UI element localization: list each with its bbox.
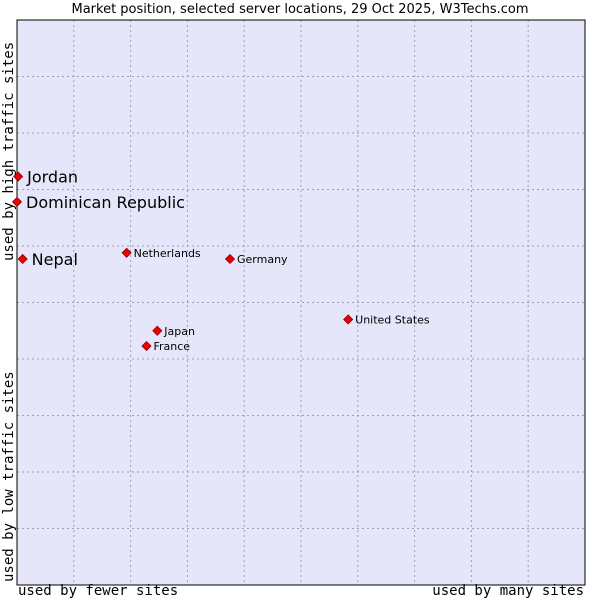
point-label: Nepal — [32, 250, 78, 269]
grid — [16, 19, 586, 586]
plot-frame — [16, 19, 586, 586]
x-axis-label-high: used by many sites — [432, 583, 584, 599]
y-axis-label-low: used by low traffic sites — [1, 371, 17, 582]
point-marker — [141, 340, 152, 352]
point-label: Netherlands — [134, 247, 201, 260]
point-label: Dominican Republic — [26, 193, 185, 212]
point-marker — [152, 325, 163, 336]
y-axis-label-high: used by high traffic sites — [1, 41, 17, 261]
point-label: United States — [355, 313, 430, 326]
point-label: Jordan — [26, 168, 78, 187]
point-label: Japan — [163, 325, 195, 338]
point-label: France — [154, 340, 191, 353]
point-marker — [343, 314, 354, 325]
data-point-dominican-republic: Dominican Republic — [11, 193, 185, 212]
point-marker — [13, 171, 24, 182]
data-points: Jordan Dominican Republic Nepal Netherlands… — [11, 168, 430, 353]
chart-title: Market position, selected server locatio… — [71, 2, 529, 17]
data-point-united-states: United States — [343, 313, 430, 326]
data-point-netherlands: Netherlands — [121, 247, 201, 260]
data-point-japan: Japan — [152, 325, 195, 338]
point-marker — [17, 253, 28, 265]
point-label: Germany — [237, 253, 288, 266]
data-point-jordan: Jordan — [13, 168, 78, 187]
point-marker — [11, 196, 23, 207]
point-marker — [121, 247, 132, 258]
data-point-germany: Germany — [224, 253, 288, 266]
data-point-nepal: Nepal — [17, 250, 78, 269]
point-marker — [224, 253, 236, 265]
data-point-france: France — [141, 340, 191, 353]
x-axis-label-low: used by fewer sites — [18, 583, 179, 599]
